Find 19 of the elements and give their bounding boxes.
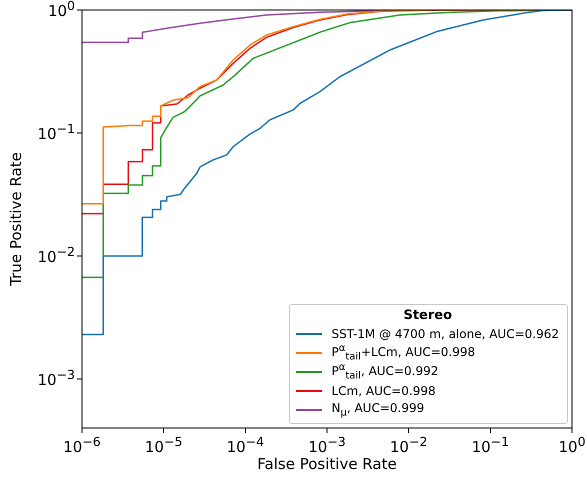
legend-label: N$_{μ}$, AUC=0.999 — [331, 400, 424, 418]
y-axis-title: True Positive Rate — [6, 152, 25, 287]
y-tick-label: 10$^{0}$ — [48, 0, 75, 20]
legend-label: P$^{α}$$_{tail}$+LCm, AUC=0.998 — [331, 342, 476, 362]
x-tick-label: 10$^{−2}$ — [390, 434, 428, 456]
x-tick-label: 10$^{0}$ — [558, 434, 586, 456]
x-tick-label: 10$^{−4}$ — [226, 434, 264, 456]
x-tick-label: 10$^{−3}$ — [308, 434, 346, 456]
y-tick-label: 10$^{−1}$ — [37, 120, 75, 143]
x-axis-title: False Positive Rate — [257, 454, 397, 473]
legend-title: Stereo — [402, 308, 454, 323]
y-tick-label: 10$^{−2}$ — [37, 244, 75, 266]
x-tick-label: 10$^{−5}$ — [144, 434, 182, 456]
legend-label: LCm, AUC=0.998 — [331, 384, 436, 398]
x-tick-label: 10$^{−6}$ — [63, 434, 101, 456]
y-tick-label: 10$^{−3}$ — [37, 366, 75, 389]
legend-label: SST-1M @ 4700 m, alone, AUC=0.962 — [331, 326, 559, 340]
x-tick-label: 10$^{−1}$ — [472, 434, 510, 456]
legend-label: P$^{α}$$_{tail}$, AUC=0.992 — [331, 362, 438, 382]
